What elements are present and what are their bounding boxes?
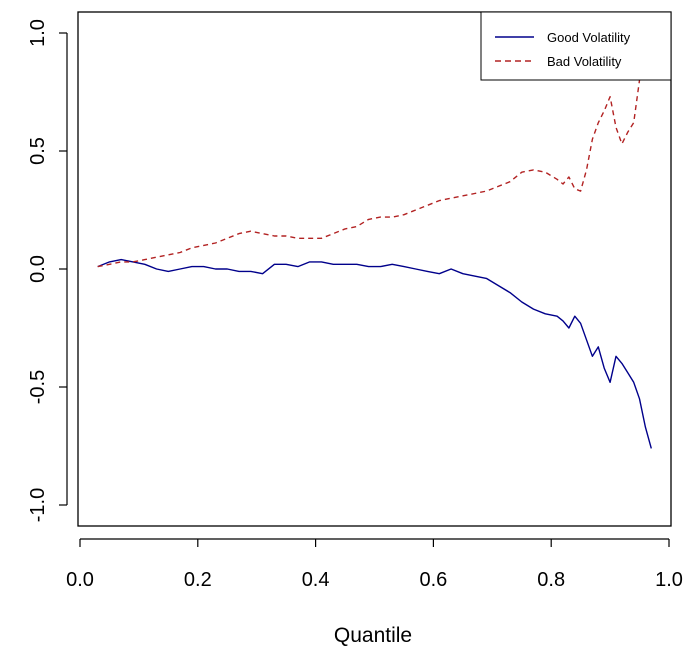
y-tick-label: 0.0 <box>27 255 49 283</box>
legend-label-good-volatility: Good Volatility <box>547 30 631 45</box>
legend: Good Volatility Bad Volatility <box>480 11 672 81</box>
y-tick-label: 1.0 <box>27 19 49 47</box>
x-tick-label: 0.2 <box>184 569 212 591</box>
x-tick-label: 0.4 <box>302 569 330 591</box>
x-tick-label: 1.0 <box>655 569 683 591</box>
x-axis-title: Quantile <box>334 624 412 647</box>
series-line-bad-volatility <box>97 80 641 268</box>
series-layer <box>97 80 652 449</box>
x-tick-label: 0.8 <box>537 569 565 591</box>
legend-label-bad-volatility: Bad Volatility <box>547 54 622 69</box>
x-tick-label: 0.0 <box>66 569 94 591</box>
y-tick-label: 0.5 <box>27 137 49 165</box>
y-tick-label: -0.5 <box>27 370 49 404</box>
axes: 0.0 0.2 0.4 0.6 0.8 1.0 -1.0 -0.5 0.0 0.5 1.0 <box>27 19 683 591</box>
plot-frame <box>77 11 672 527</box>
x-tick-label: 0.6 <box>419 569 447 591</box>
y-tick-label: -1.0 <box>27 488 49 522</box>
series-line-good-volatility <box>97 258 652 449</box>
legend-box <box>480 11 672 81</box>
